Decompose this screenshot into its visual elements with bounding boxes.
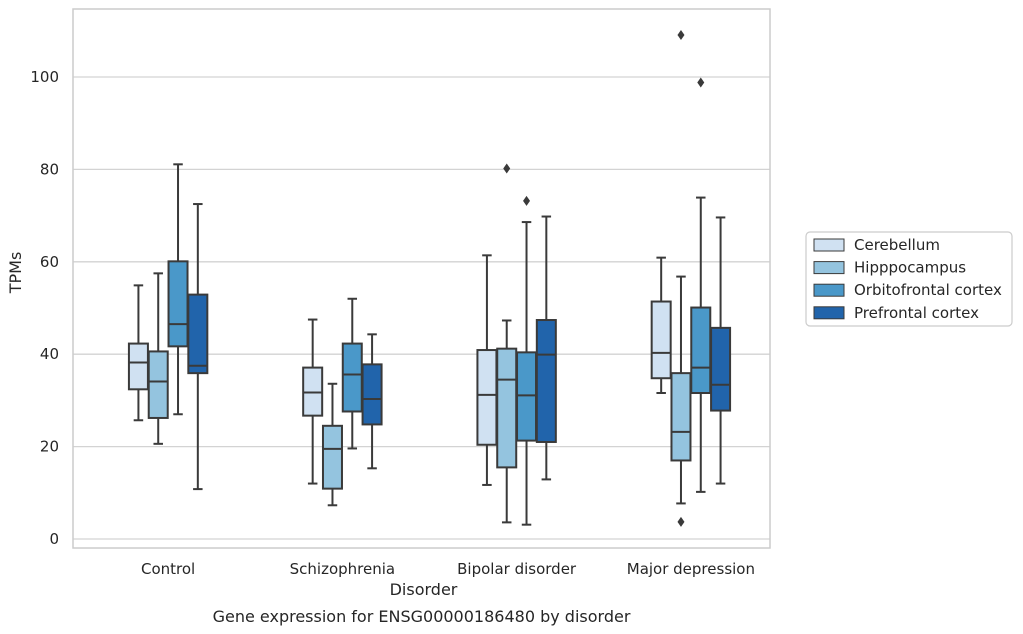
box xyxy=(650,256,672,395)
legend-swatch xyxy=(813,283,845,297)
box xyxy=(670,29,692,527)
series-hipppocampus xyxy=(147,29,692,527)
legend: Cerebellum Hipppocampus Orbitofrontal cort… xyxy=(805,231,1013,327)
legend-swatch xyxy=(813,261,845,275)
x-axis-label: Disorder xyxy=(390,580,458,599)
box-body xyxy=(670,372,692,462)
y-tick-label: 0 xyxy=(49,530,59,548)
box xyxy=(302,318,324,485)
y-tick-label: 40 xyxy=(40,345,59,363)
box-body xyxy=(167,260,189,348)
plot-area-frame xyxy=(72,8,771,549)
legend-label: Hipppocampus xyxy=(854,259,966,277)
outlier-point xyxy=(677,29,685,40)
series-cerebellum xyxy=(127,254,672,486)
series-prefrontal-cortex xyxy=(187,203,732,491)
outlier-point xyxy=(677,516,685,527)
legend-swatch xyxy=(813,238,845,252)
box-body xyxy=(127,342,149,391)
box-body xyxy=(535,319,557,443)
legend-frame xyxy=(805,231,1013,327)
box xyxy=(321,382,343,507)
y-tick-label: 60 xyxy=(40,253,59,271)
box xyxy=(535,215,557,481)
box xyxy=(361,333,383,470)
box-series xyxy=(127,29,732,527)
box xyxy=(147,272,169,445)
y-tick-label: 80 xyxy=(40,160,59,178)
legend-label: Prefrontal cortex xyxy=(854,304,979,322)
legend-swatch xyxy=(813,306,845,320)
x-tick-label: Major depression xyxy=(627,560,755,578)
box-body xyxy=(690,306,712,395)
box-body xyxy=(476,349,498,446)
y-axis-ticks: 0 20 40 60 80 100 xyxy=(30,68,59,548)
box xyxy=(187,203,209,491)
x-tick-label: Schizophrenia xyxy=(290,560,395,578)
y-axis-label: TPMs xyxy=(6,252,25,295)
box xyxy=(516,195,538,526)
box-body xyxy=(710,326,732,412)
legend-label: Cerebellum xyxy=(854,236,940,254)
outlier-point xyxy=(523,195,531,206)
box xyxy=(690,77,712,493)
box xyxy=(167,163,189,416)
outlier-point xyxy=(697,77,705,88)
box-body xyxy=(321,424,343,490)
x-axis-ticks: Control Schizophrenia Bipolar disorder Majo… xyxy=(141,560,755,578)
box-body xyxy=(496,347,518,469)
box-body xyxy=(361,363,383,426)
x-tick-label: Bipolar disorder xyxy=(457,560,577,578)
box xyxy=(710,216,732,485)
outlier-point xyxy=(503,163,511,174)
box-body xyxy=(187,293,209,375)
chart-title: Gene expression for ENSG00000186480 by d… xyxy=(213,607,631,626)
legend-label: Orbitofrontal cortex xyxy=(854,281,1002,299)
y-tick-label: 20 xyxy=(40,438,59,456)
y-tick-label: 100 xyxy=(30,68,59,86)
x-tick-label: Control xyxy=(141,560,195,578)
box-body xyxy=(516,351,538,442)
series-orbitofrontal-cortex xyxy=(167,77,712,526)
box-body xyxy=(650,300,672,380)
box-body xyxy=(147,350,169,419)
box xyxy=(127,284,149,422)
box-body xyxy=(341,342,363,413)
